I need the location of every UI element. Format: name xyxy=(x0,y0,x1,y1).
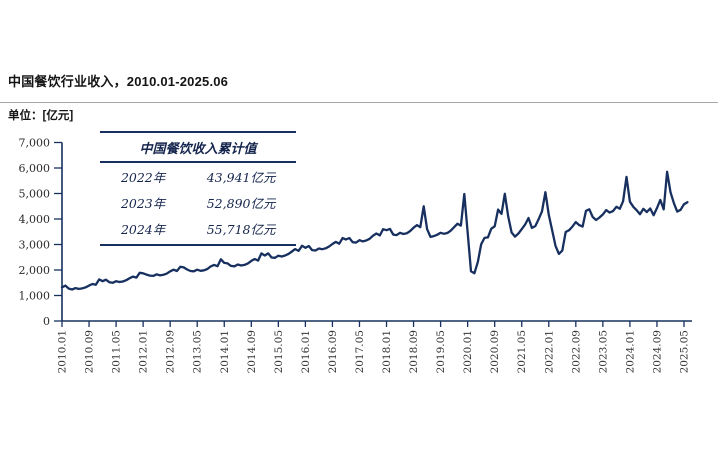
revenue-series-line xyxy=(60,170,689,291)
x-tick-label: 2025.05 xyxy=(678,330,690,373)
x-tick-label: 2012.09 xyxy=(165,330,177,373)
y-tick-label: 1,000 xyxy=(19,289,51,302)
value-cell: 43,941亿元 xyxy=(206,169,276,185)
x-tick-label: 2010.09 xyxy=(84,330,96,373)
title-divider xyxy=(0,102,718,103)
table-row: 2023年 52,890亿元 xyxy=(100,189,296,215)
value-cell: 52,890亿元 xyxy=(206,195,276,211)
table-row: 2022年 43,941亿元 xyxy=(100,163,296,189)
y-tick-label: 6,000 xyxy=(19,162,51,175)
x-axis-ticks: 2010.01 2010.09 2011.05 2012.01 2012.09 2013.… xyxy=(57,321,690,373)
table-row: 2024年 55,718亿元 xyxy=(100,215,296,244)
axes xyxy=(61,142,692,322)
y-axis-ticks: 0 1,000 2,000 3,000 4,000 5,000 6,000 7,000 xyxy=(19,136,62,328)
unit-label: 单位：[亿元] xyxy=(8,110,74,122)
y-tick-label: 5,000 xyxy=(19,187,51,200)
x-tick-label: 2018.01 xyxy=(381,330,393,373)
x-tick-label: 2014.09 xyxy=(246,330,258,373)
x-tick-label: 2020.09 xyxy=(489,330,501,373)
y-tick-label: 7,000 xyxy=(19,136,51,149)
x-tick-label: 2012.01 xyxy=(138,330,150,373)
y-tick-label: 3,000 xyxy=(19,238,51,251)
x-tick-label: 2016.01 xyxy=(300,330,312,373)
x-tick-label: 2015.05 xyxy=(273,330,285,373)
x-tick-label: 2021.05 xyxy=(516,330,528,373)
y-tick-label: 2,000 xyxy=(19,264,51,277)
x-tick-label: 2017.05 xyxy=(354,330,366,373)
x-tick-label: 2018.09 xyxy=(408,330,420,373)
x-tick-label: 2023.05 xyxy=(597,330,609,373)
y-tick-label: 4,000 xyxy=(19,213,51,226)
x-tick-label: 2022.09 xyxy=(570,330,582,373)
x-tick-label: 2010.01 xyxy=(57,330,69,373)
x-tick-label: 2024.01 xyxy=(624,330,636,373)
x-tick-label: 2014.01 xyxy=(219,330,231,373)
x-tick-label: 2011.05 xyxy=(111,330,123,373)
x-tick-label: 2019.05 xyxy=(435,330,447,373)
year-cell: 2022年 xyxy=(120,169,166,185)
y-tick-label: 0 xyxy=(43,315,50,328)
x-tick-label: 2013.05 xyxy=(192,330,204,373)
table-title: 中国餐饮收入累计值 xyxy=(100,133,296,163)
value-cell: 55,718亿元 xyxy=(206,221,276,237)
x-tick-label: 2020.01 xyxy=(462,330,474,373)
x-tick-label: 2016.09 xyxy=(327,330,339,373)
cumulative-value-table: 中国餐饮收入累计值 2022年 43,941亿元 2023年 52,890亿元 … xyxy=(100,131,296,246)
x-tick-label: 2022.01 xyxy=(543,330,555,373)
year-cell: 2024年 xyxy=(120,221,166,237)
year-cell: 2023年 xyxy=(120,195,166,211)
x-tick-label: 2024.09 xyxy=(651,330,663,373)
page-title: 中国餐饮行业收入，2010.01-2025.06 xyxy=(8,74,229,89)
